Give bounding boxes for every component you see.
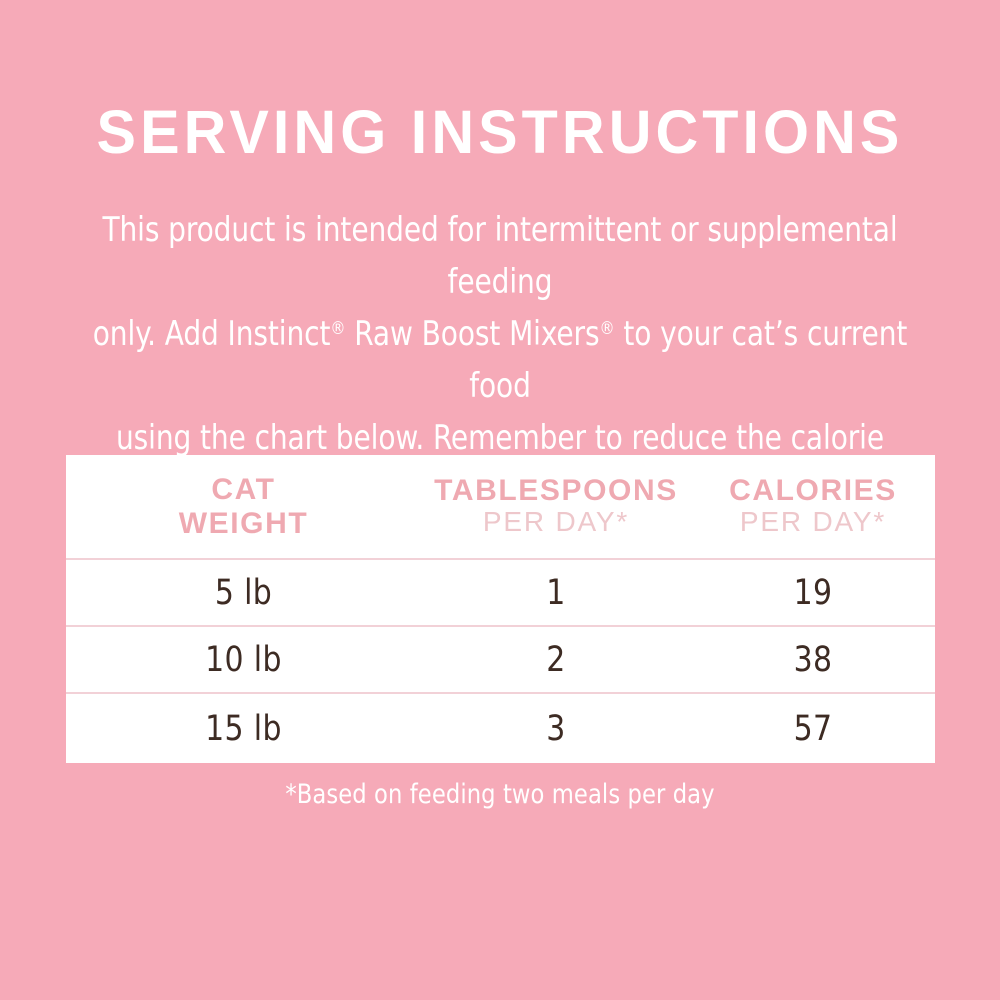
- intro-line-1: This product is intended for intermitten…: [102, 210, 898, 301]
- table-row: 15 lb 3 57: [66, 694, 935, 763]
- cell-calories: 19: [793, 572, 833, 613]
- cell-calories: 38: [793, 639, 833, 680]
- header-cat-weight-line2: WEIGHT: [178, 506, 309, 540]
- header-tablespoons-sub: PER DAY*: [482, 506, 630, 537]
- header-calories-sub: PER DAY*: [739, 506, 887, 537]
- page-title: SERVING INSTRUCTIONS: [96, 98, 904, 166]
- registered-mark-icon-1: ®: [330, 317, 346, 339]
- table-header-tablespoons: TABLESPOONS PER DAY*: [421, 475, 691, 538]
- cell-tablespoons: 2: [546, 639, 566, 680]
- table-header-row: CAT WEIGHT TABLESPOONS PER DAY* CALORIES…: [66, 455, 935, 560]
- table-header-calories: CALORIES PER DAY*: [691, 475, 935, 538]
- cell-tablespoons: 3: [546, 708, 566, 749]
- header-calories-main: CALORIES: [729, 474, 897, 507]
- header-tablespoons-main: TABLESPOONS: [434, 474, 678, 507]
- registered-mark-icon-2: ®: [599, 317, 615, 339]
- cell-cat-weight: 10 lb: [205, 639, 282, 680]
- intro-line-2-part-b: Raw Boost Mixers: [345, 314, 600, 353]
- cell-calories: 57: [793, 708, 833, 749]
- cell-cat-weight: 15 lb: [205, 708, 282, 749]
- table-row: 10 lb 2 38: [66, 627, 935, 694]
- table-header-cat-weight: CAT WEIGHT: [66, 473, 421, 541]
- table-footnote: *Based on feeding two meals per day: [285, 779, 715, 810]
- intro-line-2-part-c: to your cat’s current food: [469, 314, 908, 405]
- header-cat-weight-line1: CAT: [211, 472, 276, 506]
- intro-line-2-part-a: only. Add Instinct: [92, 314, 331, 353]
- cell-cat-weight: 5 lb: [214, 572, 273, 613]
- cell-tablespoons: 1: [546, 572, 566, 613]
- table-row: 5 lb 1 19: [66, 560, 935, 627]
- intro-line-2: only. Add Instinct® Raw Boost Mixers® to…: [93, 308, 908, 412]
- feeding-chart-table: CAT WEIGHT TABLESPOONS PER DAY* CALORIES…: [66, 455, 935, 763]
